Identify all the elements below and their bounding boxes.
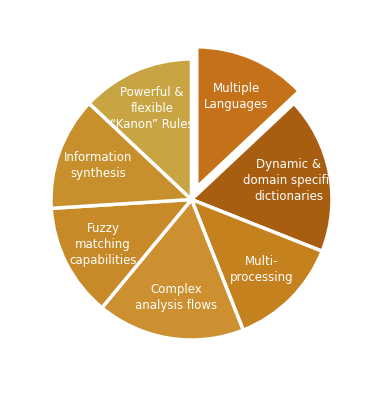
Wedge shape [51, 200, 192, 308]
Text: Powerful &
flexible
“Kanon” Rules: Powerful & flexible “Kanon” Rules [110, 86, 194, 131]
Text: Dynamic &
domain specific
dictionaries: Dynamic & domain specific dictionaries [243, 158, 335, 203]
Text: Fuzzy
matching
capabilities: Fuzzy matching capabilities [69, 222, 137, 267]
Wedge shape [89, 59, 192, 199]
Wedge shape [102, 200, 243, 340]
Text: Multi-
processing: Multi- processing [230, 255, 293, 284]
Wedge shape [192, 200, 322, 330]
Text: Multiple
Languages: Multiple Languages [204, 82, 268, 111]
Wedge shape [192, 103, 332, 251]
Text: Information
synthesis: Information synthesis [64, 151, 133, 180]
Wedge shape [51, 103, 192, 208]
Text: Complex
analysis flows: Complex analysis flows [135, 283, 217, 312]
Wedge shape [197, 47, 299, 188]
